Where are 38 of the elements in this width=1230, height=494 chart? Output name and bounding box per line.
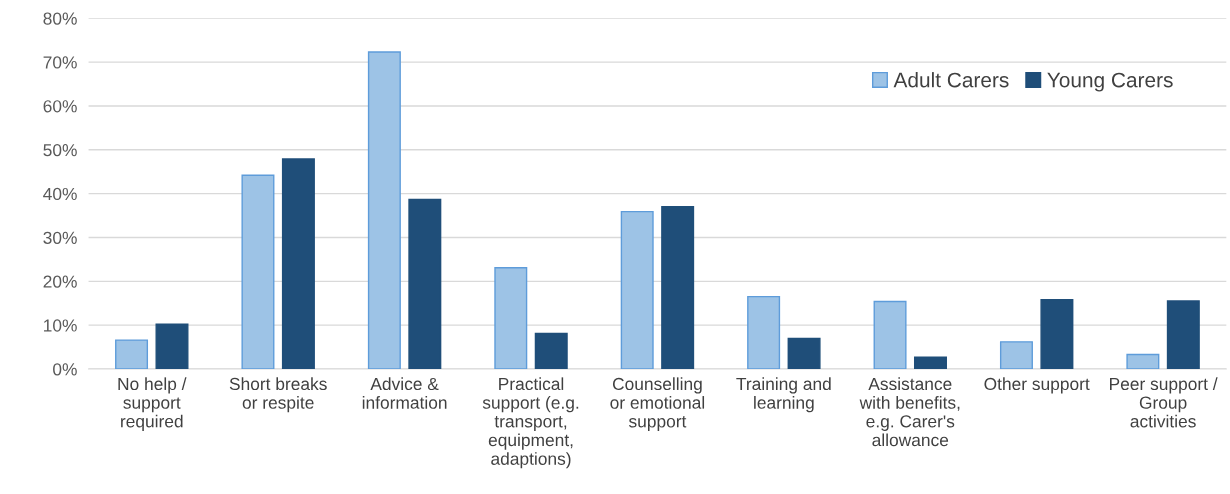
x-tick-label: Short breaks or respite [229,377,327,413]
bar [787,337,821,370]
y-tick-label: 0% [53,363,77,376]
bar [281,158,315,370]
bar [1126,353,1160,370]
y-tick-label: 10% [44,319,77,332]
bar [661,206,695,370]
bar [1166,300,1200,370]
x-tick-label: Counselling or emotional support [610,377,705,431]
bar [913,356,947,370]
bar [115,339,149,370]
bar [1040,299,1074,370]
bar [367,51,401,370]
bar [534,332,568,370]
x-tick-label: Advice & information [362,377,447,409]
bar [747,295,781,370]
legend-label: Young Carers [1047,72,1173,92]
x-tick-label: No help / support required [118,377,187,431]
x-tick-label: Assistance with benefits, e.g. Carer's allowance [859,377,960,447]
x-tick-label: Peer support / Group activities [1110,377,1218,428]
x-tick-label: Practical support (e.g. transport, equipment, adaptions) [482,377,579,469]
y-tick-label: 50% [43,143,77,157]
bar [241,174,275,370]
legend-label: Adult Carers [893,72,1009,88]
y-tick-label: 60% [43,100,77,113]
bar [620,210,654,370]
x-tick-label: Training and learning [736,377,831,413]
x-tick-label: Other support [984,377,1090,394]
y-tick-label: 80% [43,12,77,25]
y-tick-label: 40% [43,187,77,201]
bar [155,323,189,370]
y-tick-label: 70% [43,56,77,69]
y-tick-label: 20% [43,275,77,288]
bar [873,300,907,370]
bar [494,267,528,370]
bar [408,198,442,370]
bar [999,341,1033,370]
y-tick-label: 30% [43,231,77,244]
